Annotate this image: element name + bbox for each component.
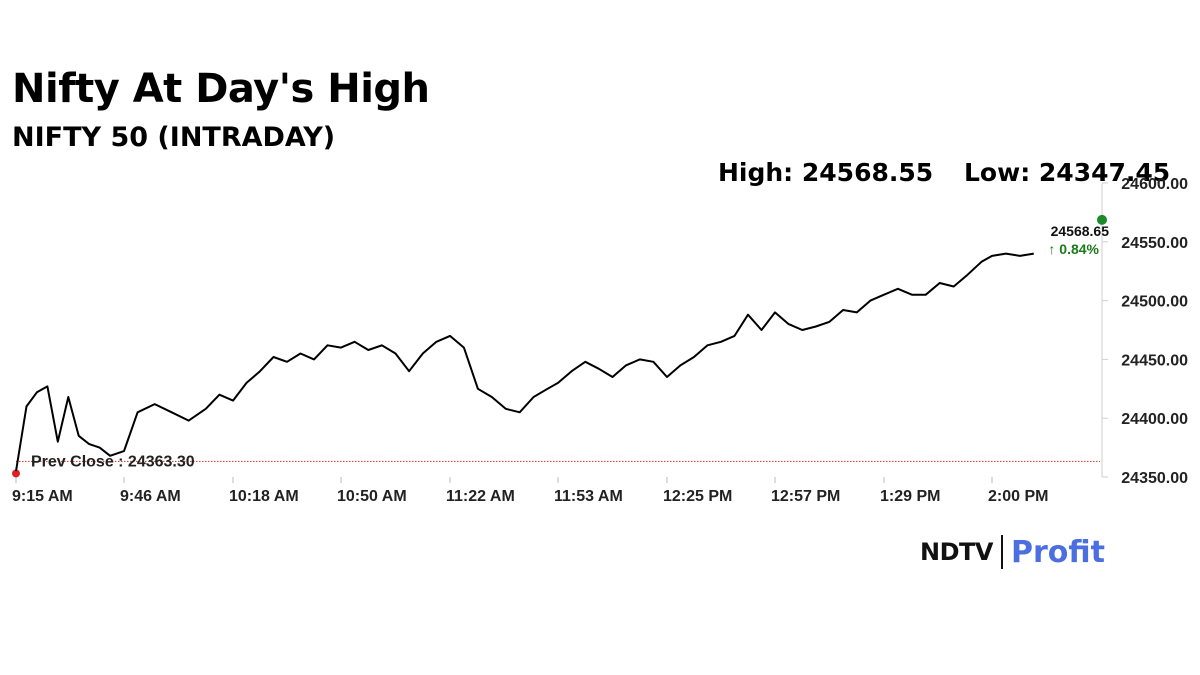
- x-tick-label: 2:00 PM: [988, 488, 1048, 505]
- y-tick-label: 24600.00: [1121, 176, 1188, 193]
- y-tick-label: 24500.00: [1121, 294, 1188, 311]
- day-low-stat: Low: 24347.45: [964, 158, 1171, 187]
- y-tick-label: 24350.00: [1121, 470, 1188, 487]
- last-value-label: 24568.65: [1051, 223, 1110, 239]
- prev-close-label: Prev Close : 24363.30: [31, 453, 195, 470]
- day-high-stat: High: 24568.55: [718, 158, 934, 187]
- x-tick-label: 11:22 AM: [446, 488, 515, 505]
- x-tick-label: 1:29 PM: [880, 488, 940, 505]
- last-change-label: ↑ 0.84%: [1048, 241, 1099, 257]
- x-tick-label: 9:46 AM: [120, 488, 181, 505]
- series-line: [15, 252, 1034, 472]
- y-tick-label: 24400.00: [1121, 411, 1188, 428]
- y-tick-label: 24550.00: [1121, 235, 1188, 252]
- x-tick-label: 9:15 AM: [12, 488, 73, 505]
- chart-title: Nifty At Day's High: [12, 66, 430, 112]
- x-tick-label: 10:50 AM: [337, 488, 407, 505]
- x-tick-label: 10:18 AM: [229, 488, 299, 505]
- x-tick-label: 12:25 PM: [663, 488, 732, 505]
- ndtv-profit-logo: NDTV Profit: [920, 532, 1105, 572]
- logo-divider: [1000, 535, 1003, 569]
- chart-subtitle: NIFTY 50 (INTRADAY): [12, 122, 336, 153]
- x-axis: 9:15 AM 9:46 AM 10:18 AM 10:50 AM 11:22 AM 11…: [12, 477, 1048, 505]
- y-tick-label: 24450.00: [1121, 352, 1188, 369]
- y-axis: 24350.00 24400.00 24450.00 24500.00 24550.00…: [1101, 176, 1188, 487]
- logo-ndtv-text: NDTV: [920, 538, 993, 566]
- x-tick-label: 12:57 PM: [771, 488, 840, 505]
- end-dot: [1097, 214, 1107, 225]
- logo-profit-text: Profit: [1010, 534, 1105, 570]
- x-tick-label: 11:53 AM: [554, 488, 623, 505]
- start-dot: [12, 469, 20, 478]
